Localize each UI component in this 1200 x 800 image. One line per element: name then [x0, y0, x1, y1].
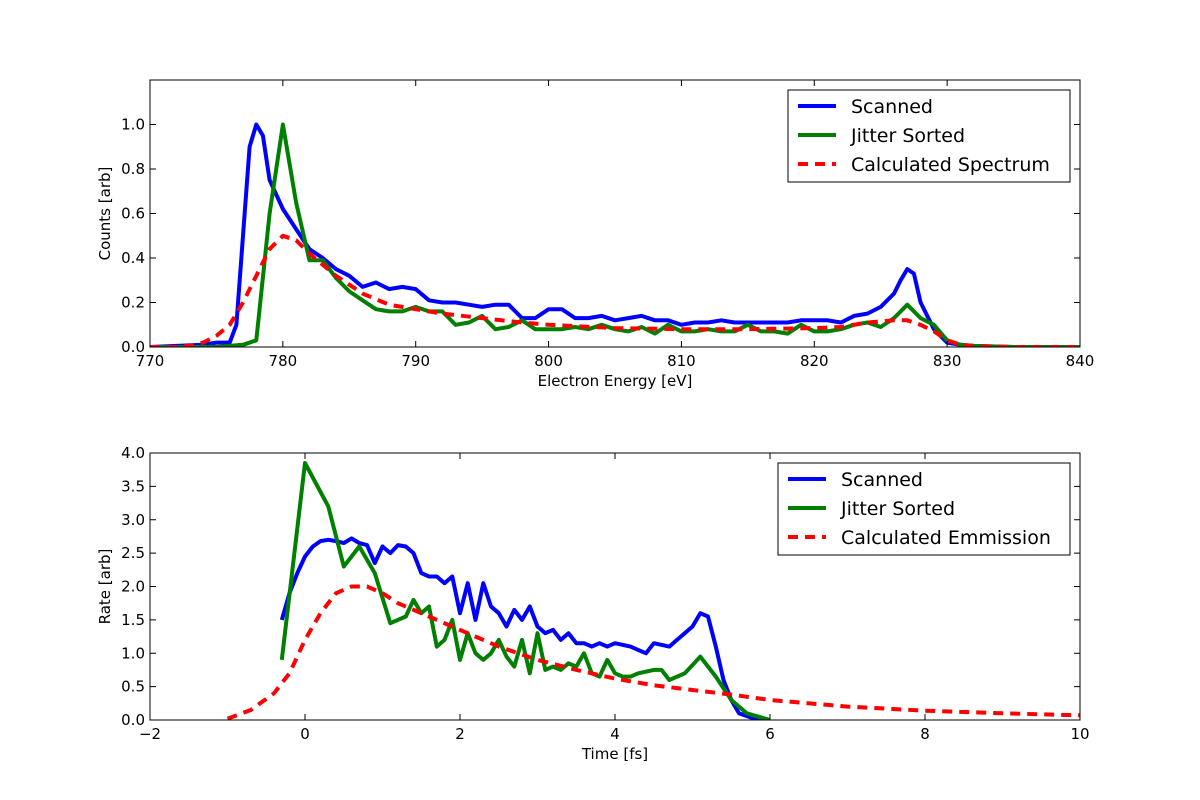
y-tick-label: 1.0 [121, 644, 145, 662]
series-line-calculated-emmission [226, 584, 1080, 720]
legend: Scanned Jitter Sorted Calculated Emmission [777, 462, 1071, 556]
y-tick-label: 0.0 [121, 711, 145, 729]
legend: Scanned Jitter Sorted Calculated Spectrum [787, 89, 1071, 183]
legend-entry-label: Calculated Spectrum [851, 154, 1050, 176]
y-tick-label: 1.0 [121, 116, 145, 134]
x-tick-label: 10 [1070, 725, 1089, 743]
legend-entry-label: Calculated Emmission [841, 527, 1051, 549]
y-tick-label: 3.5 [121, 477, 145, 495]
series-line-scanned [279, 536, 771, 720]
legend-entry-label: Jitter Sorted [850, 125, 965, 147]
y-tick-label: 1.5 [121, 611, 145, 629]
x-tick-label: −2 [139, 725, 161, 743]
series-line-scanned [150, 122, 1080, 347]
x-tick-label: 830 [933, 352, 962, 370]
series-line-jitter-sorted [279, 461, 771, 720]
x-tick-label: 790 [401, 352, 430, 370]
y-axis-label: Counts [arb] [96, 167, 114, 261]
x-tick-label: 810 [667, 352, 696, 370]
x-tick-label: 6 [765, 725, 775, 743]
legend-entry-label: Scanned [851, 96, 933, 118]
y-tick-label: 0.0 [121, 338, 145, 356]
y-axis-label: Rate [arb] [96, 549, 114, 625]
y-tick-label: 2.0 [121, 578, 145, 596]
legend-entry-label: Scanned [841, 469, 923, 491]
x-tick-label: 8 [920, 725, 930, 743]
legend-box [777, 462, 1071, 556]
x-tick-label: 780 [269, 352, 298, 370]
x-tick-label: 770 [136, 352, 165, 370]
emission-rate-chart: −2 0 2 4 6 8 10 0.0 0.5 1.0 1.5 2.0 2.5 3.0 3.5 4.0 Time… [96, 444, 1090, 763]
energy-spectrum-chart: 770 780 790 800 810 820 830 840 0.0 0.2 0.4 0.6 0.8 1… [96, 79, 1095, 390]
legend-entry-label: Jitter Sorted [840, 498, 955, 520]
y-tick-label: 0.8 [121, 160, 145, 178]
y-tick-label: 0.6 [121, 205, 145, 223]
x-axis-label: Electron Energy [eV] [538, 372, 693, 390]
x-tick-label: 2 [455, 725, 465, 743]
series-line-calculated-spectrum [150, 233, 1080, 347]
x-tick-label: 0 [300, 725, 310, 743]
y-tick-label: 0.5 [121, 678, 145, 696]
y-tick-label: 0.2 [121, 294, 145, 312]
y-tick-label: 0.4 [121, 249, 145, 267]
y-tick-label: 4.0 [121, 444, 145, 462]
y-tick-label: 2.5 [121, 544, 145, 562]
x-tick-label: 4 [610, 725, 620, 743]
x-axis-label: Time [fs] [581, 745, 648, 763]
x-tick-label: 800 [534, 352, 563, 370]
x-tick-label: 820 [800, 352, 829, 370]
x-tick-label: 840 [1066, 352, 1095, 370]
y-tick-label: 3.0 [121, 511, 145, 529]
